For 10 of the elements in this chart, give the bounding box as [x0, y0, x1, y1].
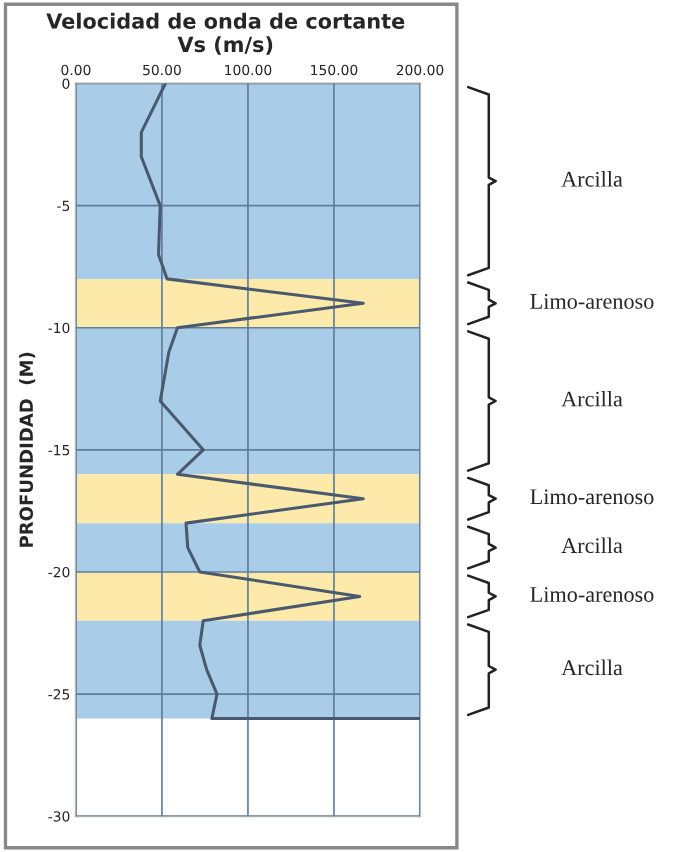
text: Limo-arenoso	[530, 587, 654, 602]
line-series	[139, 83, 420, 721]
text: Arcilla	[561, 171, 623, 187]
text: Arcilla	[561, 390, 623, 407]
text: Arcilla	[561, 537, 623, 554]
y-axis-title: PROFUNDIDAD (M)	[19, 352, 36, 547]
text: Arcilla	[561, 659, 623, 676]
text: Limo-arenoso	[530, 293, 654, 309]
text: Limo-arenoso	[530, 489, 654, 505]
chart-title: Velocidad de onda de cortante Vs (m/s)	[46, 12, 405, 55]
